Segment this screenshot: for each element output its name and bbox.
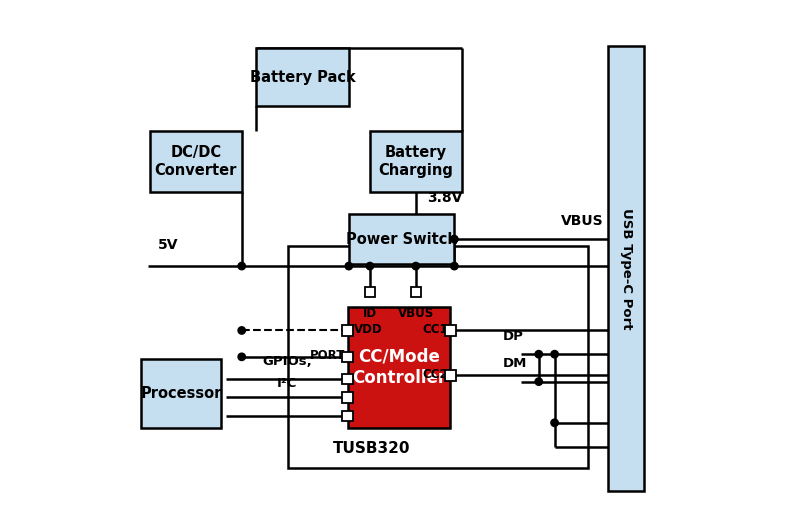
Bar <box>365 287 375 297</box>
Bar <box>410 287 421 297</box>
Bar <box>370 131 462 192</box>
Bar <box>347 307 450 428</box>
Circle shape <box>238 262 246 270</box>
Text: 5V: 5V <box>158 239 179 252</box>
Bar <box>349 214 454 264</box>
Text: Battery
Charging: Battery Charging <box>378 145 454 178</box>
Text: CC/Mode
Controller: CC/Mode Controller <box>352 348 446 387</box>
Text: DM: DM <box>503 357 527 370</box>
Bar <box>342 373 353 384</box>
Circle shape <box>551 419 558 426</box>
Bar <box>342 325 353 336</box>
Bar <box>256 48 349 106</box>
Text: PORT: PORT <box>310 349 345 362</box>
Text: CC1: CC1 <box>422 323 448 336</box>
Circle shape <box>535 351 542 358</box>
Bar <box>342 352 353 362</box>
Bar <box>342 411 353 421</box>
Circle shape <box>450 235 458 243</box>
Text: VBUS: VBUS <box>398 307 434 320</box>
Text: I²C: I²C <box>277 377 297 389</box>
Bar <box>342 392 353 403</box>
Circle shape <box>238 327 246 334</box>
Text: VDD: VDD <box>354 323 382 336</box>
Text: Processor: Processor <box>140 386 222 402</box>
Text: 3.8V: 3.8V <box>427 191 463 205</box>
Bar <box>150 131 242 192</box>
Text: TUSB320: TUSB320 <box>333 441 410 456</box>
Bar <box>446 370 456 380</box>
Bar <box>609 45 644 491</box>
Text: GPIOs,: GPIOs, <box>262 355 312 368</box>
Circle shape <box>412 262 419 270</box>
Circle shape <box>238 353 246 361</box>
Circle shape <box>535 378 542 385</box>
Text: USB Type-C Port: USB Type-C Port <box>620 208 633 329</box>
Bar <box>446 325 456 336</box>
Text: DP: DP <box>503 330 524 343</box>
Circle shape <box>366 262 374 270</box>
Text: ID: ID <box>363 307 377 320</box>
Circle shape <box>450 262 458 270</box>
Text: CC2: CC2 <box>422 368 448 381</box>
Circle shape <box>551 351 558 358</box>
Text: Power Switch: Power Switch <box>346 232 458 247</box>
Bar <box>288 246 588 468</box>
Bar <box>142 360 221 428</box>
Text: DC/DC
Converter: DC/DC Converter <box>154 145 237 178</box>
Circle shape <box>345 262 353 270</box>
Text: Battery Pack: Battery Pack <box>250 70 355 85</box>
Text: VBUS: VBUS <box>561 214 603 227</box>
